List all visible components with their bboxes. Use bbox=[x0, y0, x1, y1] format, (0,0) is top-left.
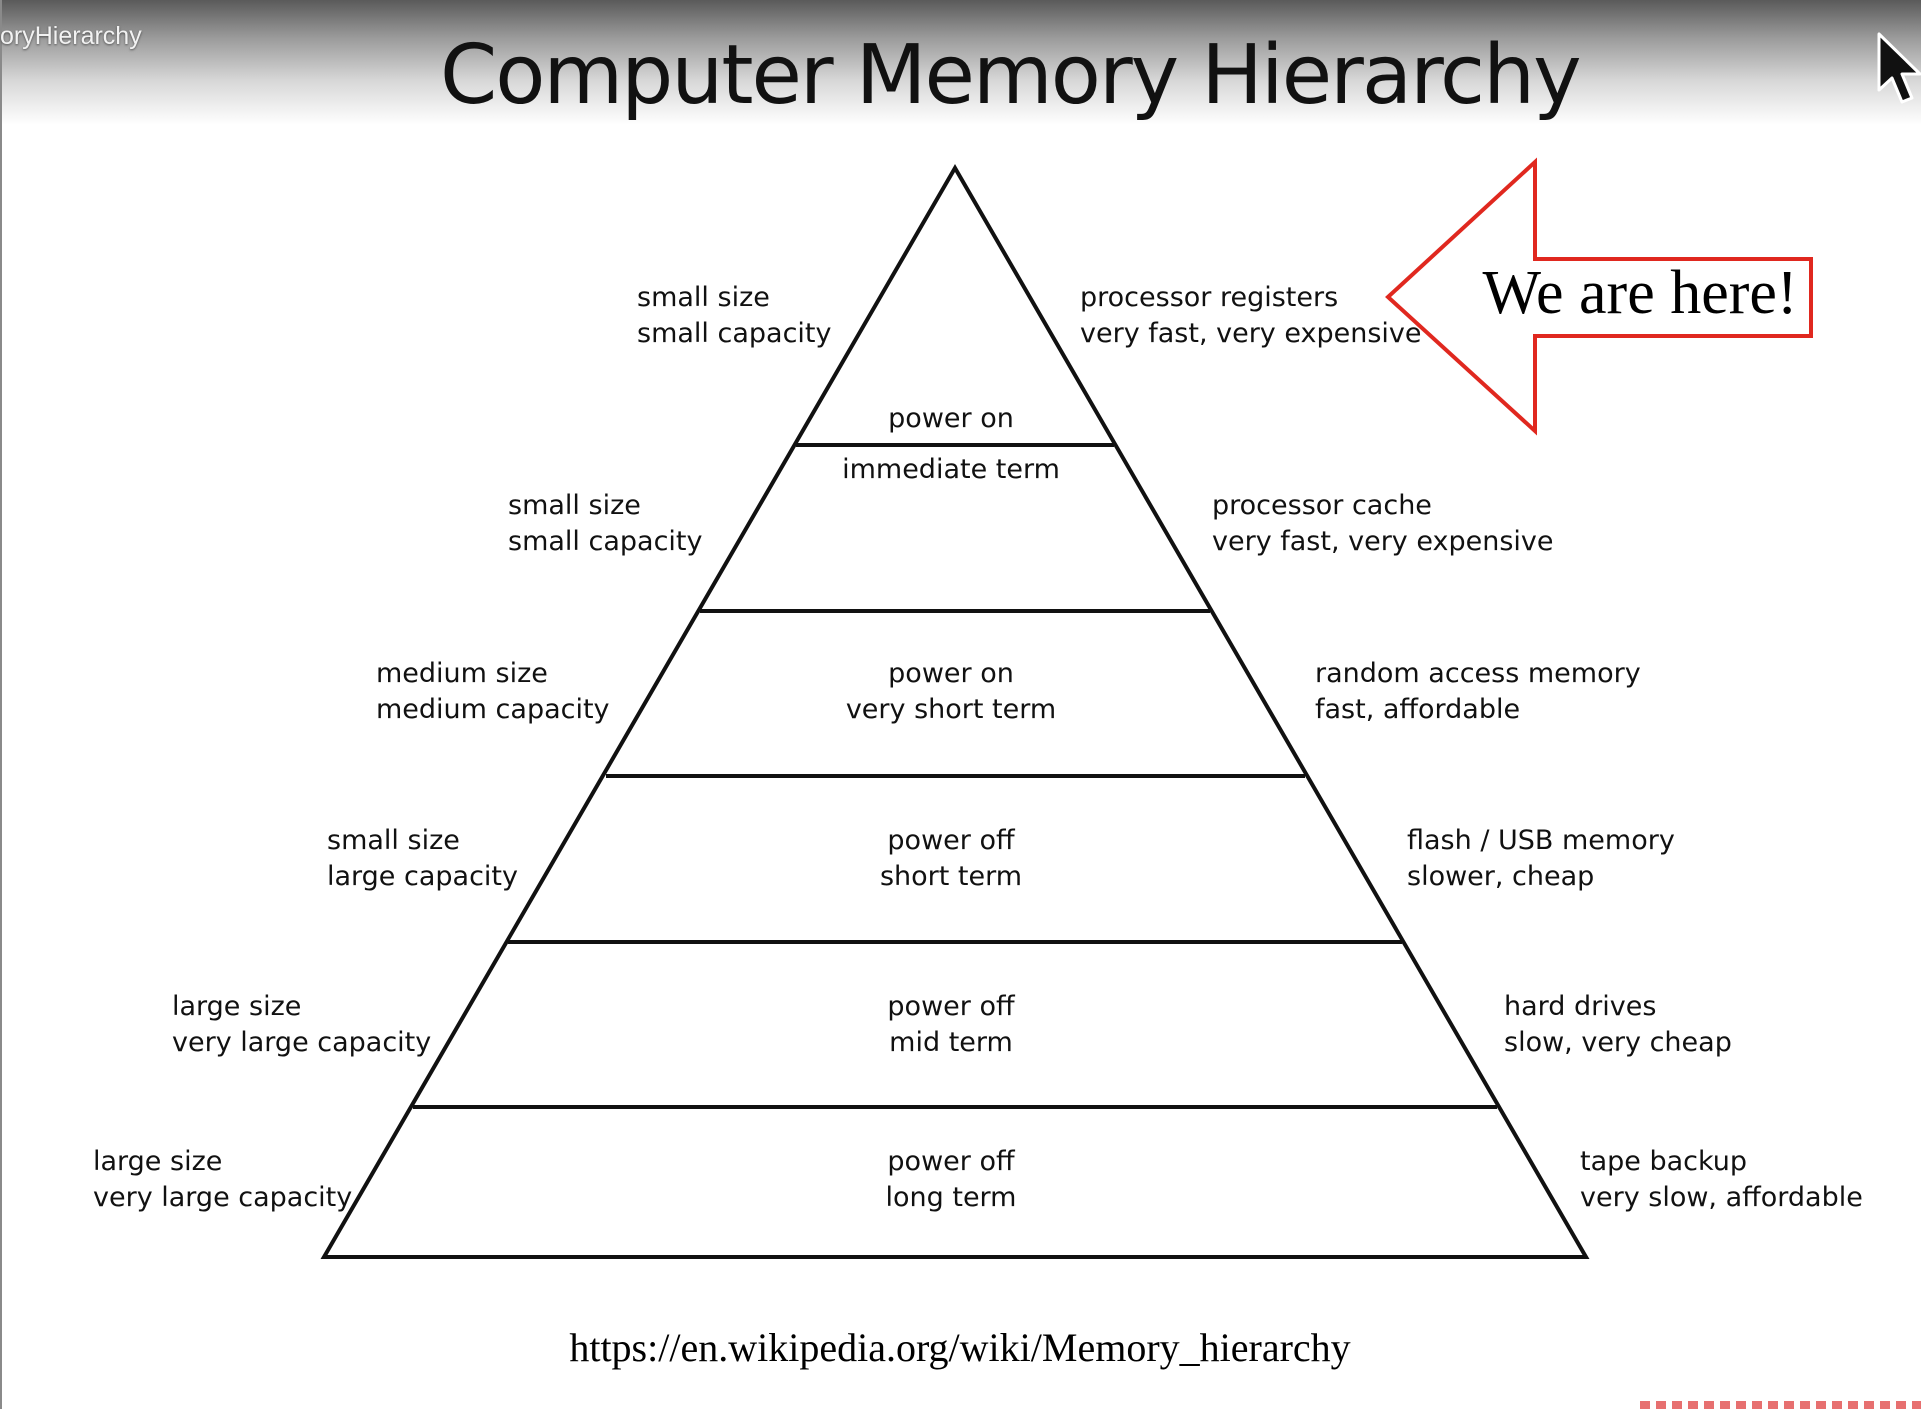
level-6-center-label: power off long term bbox=[885, 1146, 1017, 1213]
source-url: https://en.wikipedia.org/wiki/Memory_hie… bbox=[569, 1325, 1351, 1370]
video-top-overlay bbox=[0, 0, 1921, 125]
level-4-center-label: power off short term bbox=[879, 825, 1023, 892]
level-6-left-label: large size very large capacity bbox=[93, 1146, 353, 1213]
level-6-right-label: tape backup very slow, affordable bbox=[1580, 1146, 1863, 1213]
level-4-left-label: small size large capacity bbox=[327, 825, 518, 892]
level-3-left-label: medium size medium capacity bbox=[376, 658, 610, 725]
we-are-here-arrow bbox=[1385, 157, 1813, 436]
level-2-center-label: immediate term bbox=[842, 454, 1060, 485]
level-1-center-label: power on bbox=[888, 403, 1014, 434]
level-5-right-label: hard drives slow, very cheap bbox=[1504, 991, 1732, 1058]
level-2-left-label: small size small capacity bbox=[508, 490, 703, 557]
frame-left-edge bbox=[0, 0, 2, 1409]
level-1-right-label: processor registers very fast, very expe… bbox=[1080, 282, 1422, 349]
pyramid-outline bbox=[320, 164, 1590, 1259]
slide-title: Computer Memory Hierarchy bbox=[440, 28, 1582, 123]
video-title[interactable]: oryHierarchy bbox=[0, 22, 142, 50]
cropped-footer-text bbox=[1640, 1401, 1921, 1409]
level-3-right-label: random access memory fast, affordable bbox=[1315, 658, 1641, 725]
we-are-here-label: We are here! bbox=[1482, 259, 1798, 327]
mouse-pointer-icon bbox=[1877, 32, 1921, 104]
level-2-right-label: processor cache very fast, very expensiv… bbox=[1212, 490, 1554, 557]
level-4-right-label: flash / USB memory slower, cheap bbox=[1407, 825, 1675, 892]
level-5-left-label: large size very large capacity bbox=[172, 991, 432, 1058]
level-1-left-label: small size small capacity bbox=[637, 282, 832, 349]
level-3-center-label: power on very short term bbox=[845, 658, 1057, 725]
level-5-center-label: power off mid term bbox=[887, 991, 1015, 1058]
